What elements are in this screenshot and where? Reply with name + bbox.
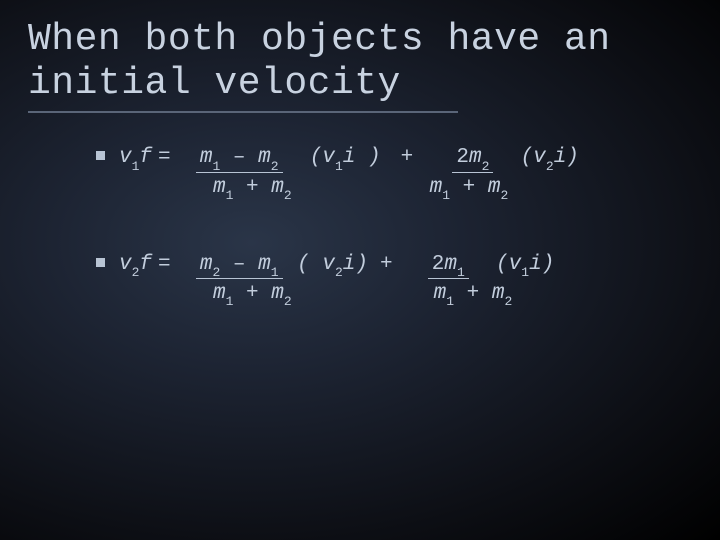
t: – (220, 146, 258, 169)
t: m (200, 253, 213, 276)
t: 1 (212, 159, 220, 174)
t: 2 (212, 265, 220, 280)
equation-2-top-row: v2f = m2 – m1 ( v2i) + 2m1 (v1i) (96, 254, 720, 279)
bullet-icon (96, 151, 105, 160)
equation-2: v2f = m2 – m1 ( v2i) + 2m1 (v1i) m1 + m2 (96, 254, 720, 306)
t: v (310, 253, 335, 276)
eq2-term2-numerator: 2m1 (428, 254, 469, 279)
t: m (213, 176, 226, 199)
t: m (271, 176, 284, 199)
eq2-term2-paren: (v1i) (496, 254, 554, 277)
t (355, 146, 368, 169)
t: m (492, 282, 505, 305)
spacer (283, 254, 296, 275)
t: m (430, 176, 443, 199)
t: i (343, 253, 356, 276)
eq2-term2-denominator: m1 + m2 (434, 283, 513, 306)
t: m (271, 282, 284, 305)
eq2-lhs-sub: 2 (132, 265, 140, 280)
t: m (258, 146, 271, 169)
eq2-lhs-var: v (119, 253, 132, 276)
eq2-term1-denominator: m1 + m2 (213, 283, 292, 306)
t: 2 (482, 159, 490, 174)
t: + (450, 176, 488, 199)
t: 2 (432, 253, 445, 276)
t: 2 (505, 294, 513, 309)
equation-1: v1f = m1 – m2 (v1i ) + 2m2 (v2i) m1 + m2 (96, 147, 720, 199)
eq2-lhs-suffix: f (139, 253, 152, 276)
t: 1 (457, 265, 465, 280)
slide-content: v1f = m1 – m2 (v1i ) + 2m2 (v2i) m1 + m2 (0, 113, 720, 306)
eq1-term2-denominator: m1 + m2 (430, 177, 509, 200)
equation-1-bottom-row: m1 + m2 m1 + m2 (96, 177, 720, 200)
t: i (343, 146, 356, 169)
eq1-term1-paren: (v1i ) (310, 147, 381, 170)
t: m (488, 176, 501, 199)
t: 2 (271, 159, 279, 174)
t: + (233, 282, 271, 305)
t: 1 (442, 188, 450, 203)
t: i (554, 146, 567, 169)
t: 1 (446, 294, 454, 309)
t: m (258, 253, 271, 276)
eq2-term1-numerator: m2 – m1 (196, 254, 283, 279)
eq1-lhs-suffix: f (139, 146, 152, 169)
eq1-term2-numerator: 2m2 (452, 147, 493, 172)
t: v (322, 146, 335, 169)
eq1-lhs: v1f (119, 147, 152, 170)
t: + (233, 176, 271, 199)
t: + (454, 282, 492, 305)
t: 1 (226, 294, 234, 309)
eq1-term1-numerator: m1 – m2 (196, 147, 283, 172)
plus-sign: + (401, 147, 414, 168)
t: 2 (501, 188, 509, 203)
spacer (403, 254, 428, 275)
equation-2-bottom-row: m1 + m2 m1 + m2 (96, 283, 720, 306)
t: m (434, 282, 447, 305)
eq2-lhs: v2f (119, 254, 152, 277)
eq1-lhs-sub: 1 (132, 159, 140, 174)
t: 1 (226, 188, 234, 203)
t: 2 (335, 265, 343, 280)
t: m (469, 146, 482, 169)
spacer (469, 254, 494, 275)
t: m (444, 253, 457, 276)
title-line-1: When both objects have an (28, 18, 611, 61)
eq1-lhs-var: v (119, 146, 132, 169)
spacer (493, 147, 518, 168)
eq2-term1-paren: ( v2i) (297, 254, 368, 277)
spacer (283, 147, 308, 168)
eq1-term1-denominator: m1 + m2 (213, 177, 292, 200)
equation-1-top-row: v1f = m1 – m2 (v1i ) + 2m2 (v2i) (96, 147, 720, 172)
t: 2 (546, 159, 554, 174)
equals-sign: = (158, 254, 196, 275)
t: – (220, 253, 258, 276)
plus-sign: + (380, 254, 393, 275)
equals-sign: = (158, 147, 196, 168)
slide-title: When both objects have an initial veloci… (0, 0, 720, 105)
t: 2 (284, 294, 292, 309)
t: 2 (284, 188, 292, 203)
t: m (213, 282, 226, 305)
t: 1 (521, 265, 529, 280)
title-line-2: initial velocity (28, 62, 401, 105)
bullet-icon (96, 258, 105, 267)
t: v (533, 146, 546, 169)
t: 2 (456, 146, 469, 169)
spacer (427, 147, 452, 168)
t: 1 (335, 159, 343, 174)
t: m (200, 146, 213, 169)
t: i (529, 253, 542, 276)
t: v (509, 253, 522, 276)
eq1-term2-paren: (v2i) (521, 147, 579, 170)
t: 1 (271, 265, 279, 280)
